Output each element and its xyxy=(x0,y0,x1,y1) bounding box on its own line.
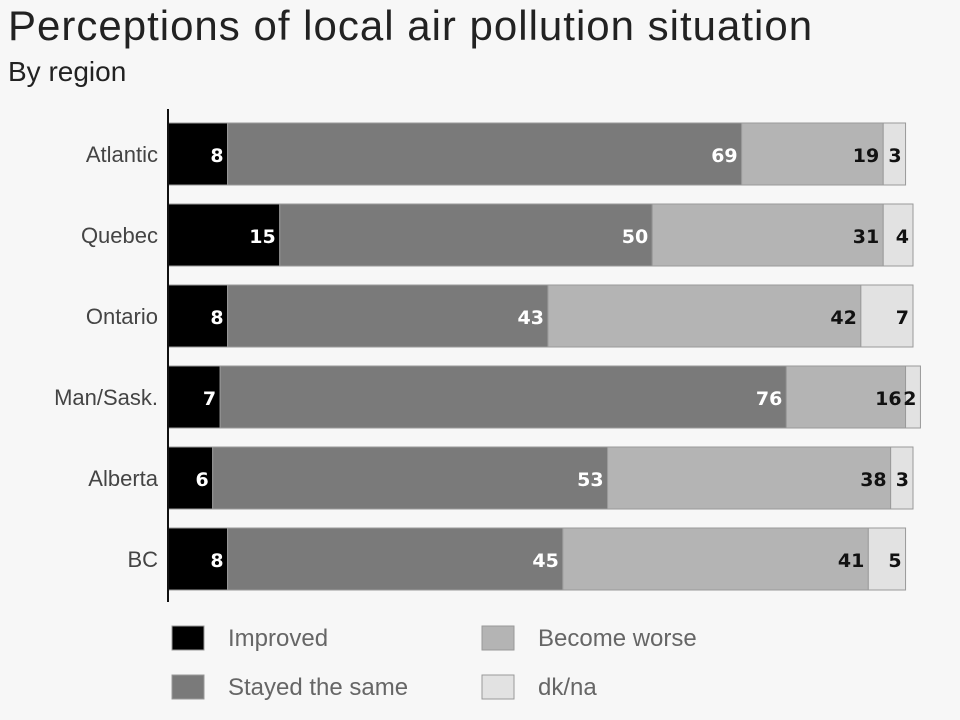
data-label-ontario-stayed-the-same: 43 xyxy=(517,307,543,329)
data-label-ontario-become-worse: 42 xyxy=(830,307,856,329)
chart-subtitle: By region xyxy=(8,56,127,87)
bar-man-sask-improved xyxy=(167,365,221,429)
data-label-bc-dk-na: 5 xyxy=(888,550,901,572)
legend-label-stayed-the-same: Stayed the same xyxy=(228,674,408,701)
bar-atlantic-improved xyxy=(167,122,229,186)
legend-swatch-stayed-the-same xyxy=(171,674,205,700)
category-label-bc: BC xyxy=(127,547,158,572)
data-label-man-sask-stayed-the-same: 76 xyxy=(756,388,782,410)
data-label-bc-become-worse: 41 xyxy=(838,550,864,572)
data-label-ontario-dk-na: 7 xyxy=(896,307,909,329)
bar-alberta-stayed-the-same xyxy=(212,446,609,510)
data-label-alberta-dk-na: 3 xyxy=(896,469,909,491)
legend-swatch-improved xyxy=(171,625,205,651)
data-label-ontario-improved: 8 xyxy=(210,307,223,329)
bar-bc-become-worse xyxy=(562,527,869,591)
category-label-quebec: Quebec xyxy=(81,223,158,248)
category-label-atlantic: Atlantic xyxy=(86,142,158,167)
category-label-alberta: Alberta xyxy=(88,466,158,491)
data-label-atlantic-become-worse: 19 xyxy=(853,145,879,167)
data-label-bc-stayed-the-same: 45 xyxy=(532,550,558,572)
data-label-quebec-improved: 15 xyxy=(249,226,275,248)
bar-ontario-stayed-the-same xyxy=(227,284,549,348)
legend-swatch-become-worse xyxy=(481,625,515,651)
bar-alberta-improved xyxy=(167,446,214,510)
data-label-man-sask-become-worse: 16 xyxy=(875,388,901,410)
data-label-atlantic-stayed-the-same: 69 xyxy=(711,145,737,167)
data-label-man-sask-improved: 7 xyxy=(203,388,216,410)
bar-bc-dk-na xyxy=(867,527,907,591)
bar-ontario-become-worse xyxy=(547,284,862,348)
legend-swatch-dk-na xyxy=(481,674,515,700)
bar-quebec-improved xyxy=(167,203,281,267)
bar-ontario-dk-na xyxy=(860,284,914,348)
data-label-quebec-dk-na: 4 xyxy=(896,226,909,248)
data-label-quebec-become-worse: 31 xyxy=(853,226,879,248)
category-label-man-sask: Man/Sask. xyxy=(54,385,158,410)
data-label-atlantic-dk-na: 3 xyxy=(888,145,901,167)
bar-bc-improved xyxy=(167,527,229,591)
bar-alberta-dk-na xyxy=(890,446,914,510)
bar-ontario-improved xyxy=(167,284,229,348)
bar-atlantic-stayed-the-same xyxy=(227,122,743,186)
data-label-quebec-stayed-the-same: 50 xyxy=(622,226,648,248)
chart-title: Perceptions of local air pollution situa… xyxy=(8,2,814,49)
category-label-ontario: Ontario xyxy=(86,304,158,329)
bar-quebec-become-worse xyxy=(651,203,884,267)
bar-quebec-stayed-the-same xyxy=(279,203,653,267)
bar-bc-stayed-the-same xyxy=(227,527,564,591)
data-label-atlantic-improved: 8 xyxy=(210,145,223,167)
data-label-man-sask-dk-na: 2 xyxy=(903,388,916,410)
data-label-alberta-stayed-the-same: 53 xyxy=(577,469,603,491)
bar-man-sask-become-worse xyxy=(785,365,907,429)
data-label-bc-improved: 8 xyxy=(210,550,223,572)
legend-label-improved: Improved xyxy=(228,625,328,652)
bar-alberta-become-worse xyxy=(607,446,892,510)
data-label-alberta-become-worse: 38 xyxy=(860,469,886,491)
legend-label-become-worse: Become worse xyxy=(538,625,697,652)
bar-quebec-dk-na xyxy=(882,203,914,267)
bar-man-sask-dk-na xyxy=(905,365,921,429)
bar-man-sask-stayed-the-same xyxy=(219,365,787,429)
legend-label-dk-na: dk/na xyxy=(538,674,597,701)
data-label-alberta-improved: 6 xyxy=(195,469,208,491)
bar-atlantic-dk-na xyxy=(882,122,907,186)
